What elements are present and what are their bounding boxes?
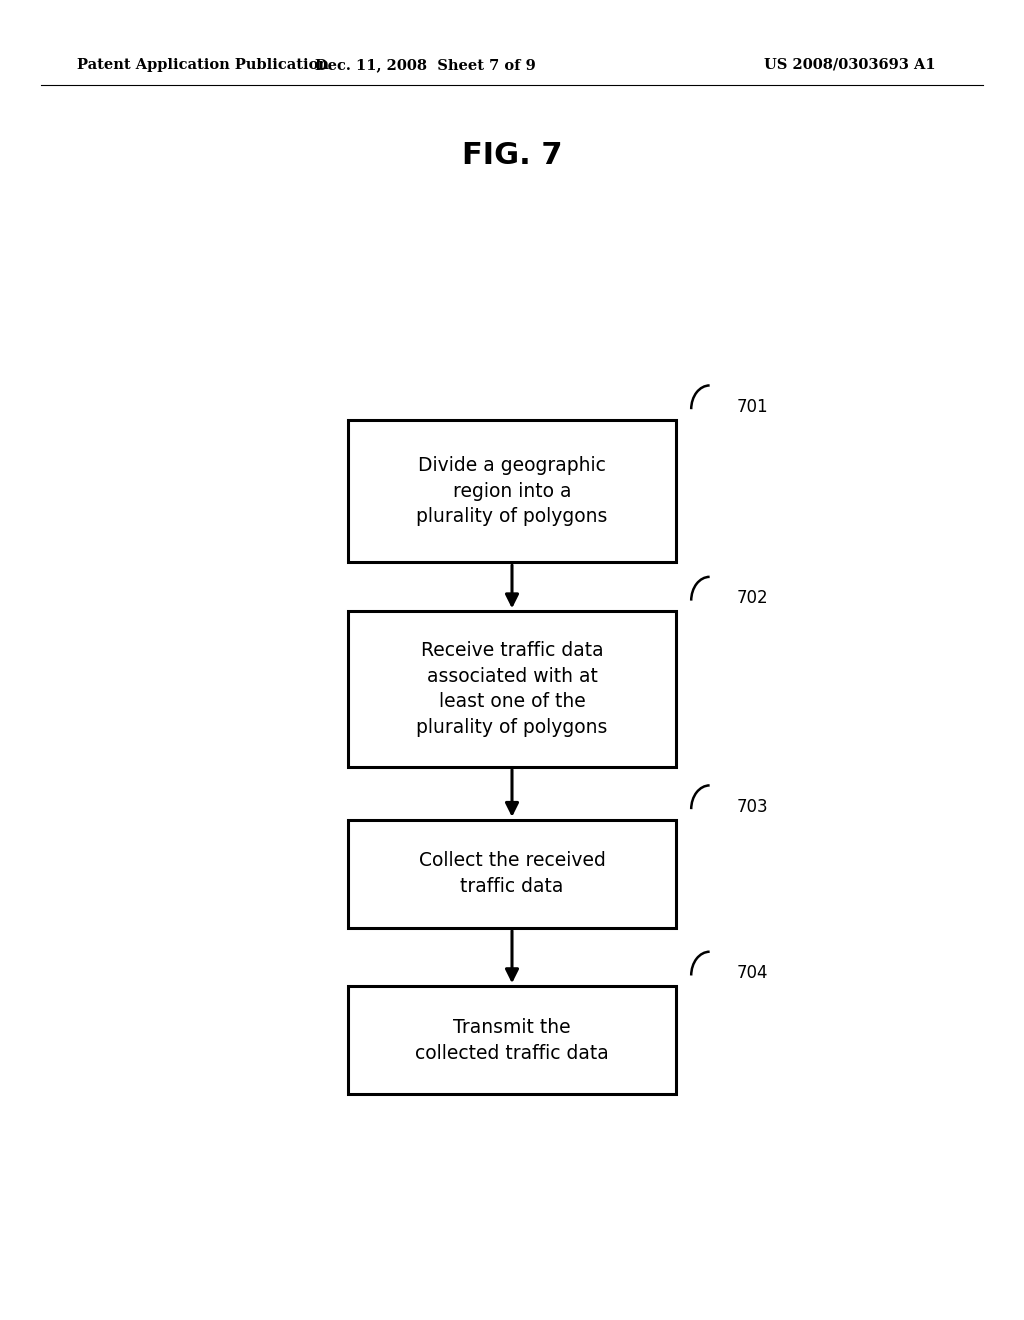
Text: Divide a geographic
region into a
plurality of polygons: Divide a geographic region into a plural… <box>417 455 607 527</box>
Text: Dec. 11, 2008  Sheet 7 of 9: Dec. 11, 2008 Sheet 7 of 9 <box>314 58 536 73</box>
Text: 704: 704 <box>736 964 768 982</box>
FancyBboxPatch shape <box>348 986 676 1094</box>
Text: 702: 702 <box>736 589 768 607</box>
FancyBboxPatch shape <box>348 420 676 562</box>
Text: 703: 703 <box>736 797 768 816</box>
Text: Transmit the
collected traffic data: Transmit the collected traffic data <box>415 1018 609 1063</box>
FancyBboxPatch shape <box>348 820 676 928</box>
FancyBboxPatch shape <box>348 611 676 767</box>
Text: US 2008/0303693 A1: US 2008/0303693 A1 <box>764 58 936 73</box>
Text: FIG. 7: FIG. 7 <box>462 140 562 169</box>
Text: Patent Application Publication: Patent Application Publication <box>77 58 329 73</box>
Text: Receive traffic data
associated with at
least one of the
plurality of polygons: Receive traffic data associated with at … <box>417 642 607 737</box>
Text: Collect the received
traffic data: Collect the received traffic data <box>419 851 605 896</box>
Text: 701: 701 <box>736 397 768 416</box>
